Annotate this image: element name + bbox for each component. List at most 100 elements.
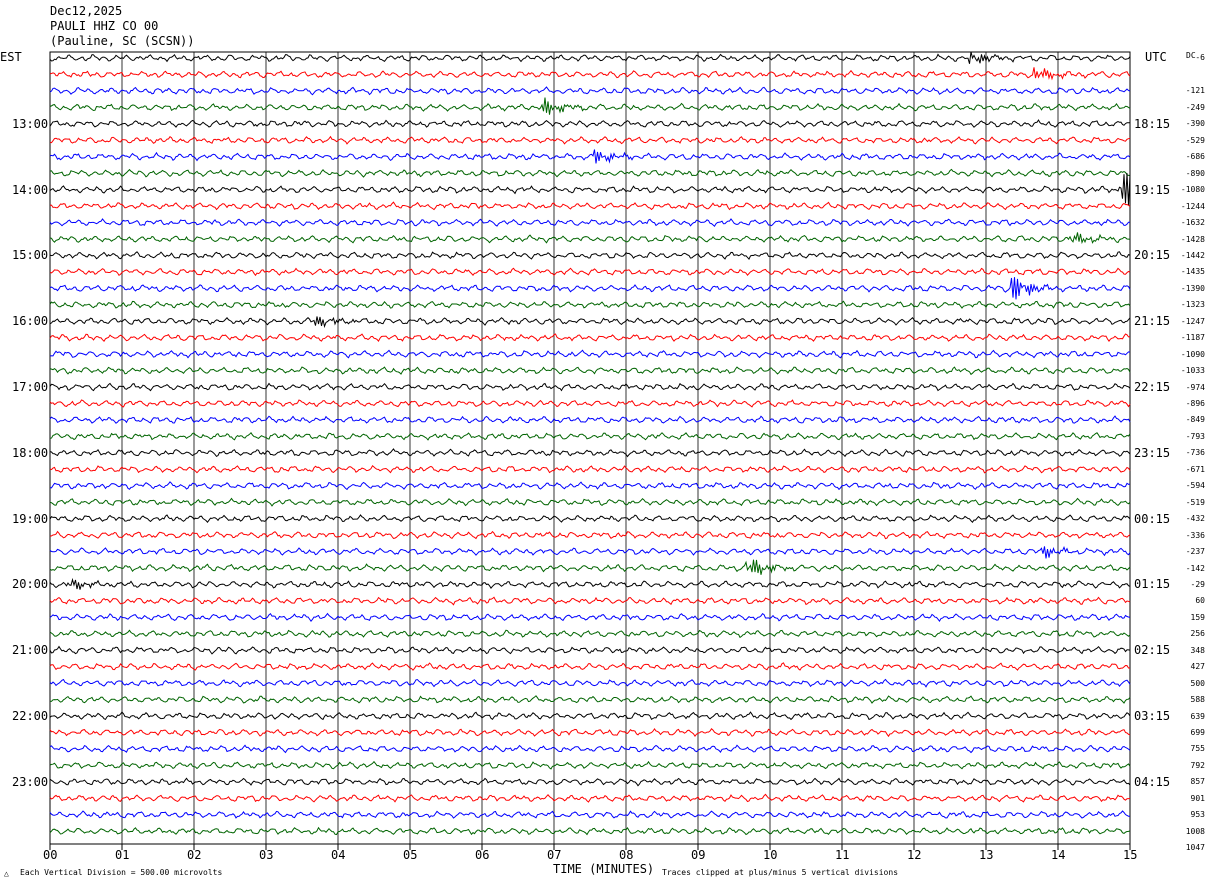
seismic-trace [49, 629, 1131, 639]
dc-offset-label: 1008 [1185, 826, 1205, 836]
seismic-trace [49, 711, 1131, 721]
est-hour-label: 19:00 [12, 511, 49, 526]
footer-clip-note: Traces clipped at plus/minus 5 vertical … [662, 868, 899, 877]
est-hour-label: 14:00 [12, 182, 49, 197]
dc-offset-label: -529 [1185, 135, 1205, 145]
dc-offset-label: -142 [1185, 563, 1205, 573]
dc-offset-label: -1244 [1180, 201, 1205, 211]
x-tick-label: 01 [115, 848, 130, 862]
utc-hour-label: 02:15 [1134, 643, 1171, 658]
dc-offset-label: 639 [1190, 711, 1205, 721]
seismic-trace [49, 695, 1131, 704]
dc-offset-label: 60 [1195, 596, 1205, 606]
seismic-trace [49, 662, 1130, 671]
dc-offset-label: 755 [1190, 744, 1205, 754]
seismic-trace [49, 612, 1131, 623]
utc-hour-label: 18:15 [1134, 116, 1171, 131]
footer-logo-mark: △ [4, 869, 9, 878]
est-hour-label: 13:00 [12, 116, 49, 131]
dc-offset-label: 500 [1190, 678, 1205, 688]
dc-offset-label: -686 [1185, 152, 1205, 162]
seismic-trace [49, 810, 1131, 819]
station-title: PAULI HHZ CO 00 [50, 19, 159, 33]
seismic-trace [49, 67, 1131, 81]
seismic-trace [49, 728, 1131, 738]
x-tick-label: 09 [691, 848, 706, 862]
right-timezone-label: UTC [1145, 50, 1167, 64]
dc-offset-label: -1247 [1180, 316, 1205, 326]
dc-offset-label: 1047 [1185, 843, 1205, 853]
seismic-trace [49, 744, 1131, 754]
seismic-trace [49, 777, 1131, 787]
x-tick-label: 00 [43, 848, 58, 862]
seismic-trace [49, 497, 1131, 507]
dc-offset-label: 348 [1190, 645, 1205, 655]
seismic-trace [49, 448, 1131, 458]
est-hour-label: 22:00 [12, 709, 49, 723]
seismic-trace [49, 559, 1131, 575]
utc-hour-label: 19:15 [1134, 182, 1171, 197]
seismic-trace [49, 173, 1131, 206]
dc-offset-label: -736 [1185, 448, 1205, 458]
x-tick-label: 12 [907, 848, 922, 862]
seismic-trace [49, 201, 1131, 211]
seismic-trace [49, 218, 1130, 227]
dc-offset-label: -1080 [1180, 185, 1205, 195]
x-tick-label: 10 [763, 848, 778, 862]
dc-offset-label: -237 [1185, 547, 1205, 557]
seismic-trace [49, 97, 1131, 115]
seismic-trace [49, 135, 1131, 145]
utc-hour-label: 04:15 [1134, 774, 1171, 789]
x-axis-label: TIME (MINUTES) [553, 862, 655, 876]
seismic-trace [49, 465, 1131, 474]
x-tick-label: 13 [979, 848, 994, 862]
dc-offset-label: -1428 [1180, 234, 1205, 244]
dc-offset-label: 159 [1190, 612, 1205, 622]
dc-offset-label: -336 [1185, 530, 1205, 540]
dc-offset-label: -1187 [1180, 333, 1205, 343]
seismic-trace [49, 86, 1131, 96]
x-tick-label: 11 [835, 848, 850, 862]
dc-offset-label: -594 [1185, 481, 1205, 491]
seismic-trace [49, 793, 1130, 803]
utc-hour-label: 21:15 [1134, 314, 1171, 329]
est-hour-label: 21:00 [12, 643, 49, 658]
dc-offset-label: -890 [1185, 168, 1205, 178]
dc-offset-label: -1435 [1180, 267, 1205, 277]
station-location: (Pauline, SC (SCSN)) [50, 34, 195, 48]
seismic-trace [49, 267, 1131, 277]
dc-offset-label: -1632 [1180, 218, 1205, 228]
dc-offset-label: -1442 [1180, 250, 1205, 260]
seismic-trace [49, 349, 1131, 359]
dc-offset-label: 588 [1190, 695, 1205, 705]
dc-offset-label: -6 [1195, 53, 1205, 62]
dc-offset-label: -390 [1185, 119, 1205, 129]
utc-hour-label: 00:15 [1134, 511, 1171, 526]
x-tick-label: 02 [187, 848, 202, 862]
utc-hour-label: 20:15 [1134, 248, 1171, 263]
dc-offset-header: DC [1186, 51, 1196, 60]
utc-hour-label: 22:15 [1134, 380, 1171, 394]
seismic-trace [49, 577, 1131, 590]
dc-offset-label: 699 [1190, 728, 1205, 737]
dc-offset-label: -671 [1185, 464, 1205, 474]
x-tick-label: 03 [259, 848, 274, 862]
seismic-trace [49, 51, 1131, 64]
seismic-trace [49, 251, 1131, 261]
dc-offset-label: 792 [1190, 760, 1205, 770]
dc-offset-label: -432 [1185, 514, 1205, 524]
x-tick-label: 04 [331, 848, 346, 862]
est-hour-label: 17:00 [12, 380, 49, 394]
dc-offset-label: -896 [1185, 399, 1205, 408]
seismic-trace [49, 399, 1131, 408]
seismic-trace [49, 382, 1131, 392]
dc-offset-label: -974 [1185, 382, 1205, 392]
est-hour-label: 23:00 [12, 774, 49, 789]
seismic-trace [49, 366, 1131, 376]
seismic-trace [49, 168, 1130, 178]
seismic-trace [49, 545, 1131, 559]
seismic-trace [49, 432, 1131, 441]
seismic-trace [49, 514, 1131, 523]
seismic-trace [49, 481, 1131, 491]
